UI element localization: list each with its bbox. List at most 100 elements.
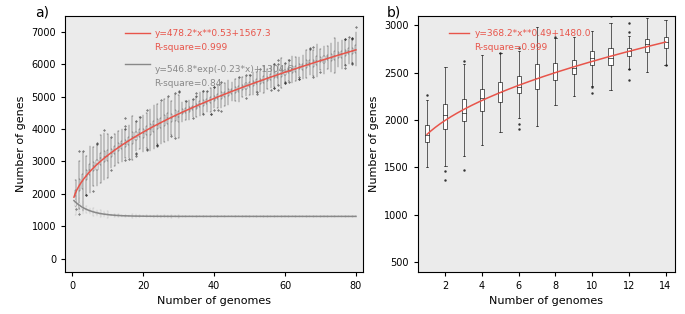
Text: b): b) bbox=[387, 5, 401, 19]
Bar bbox=[217, 94, 218, 100]
Bar bbox=[627, 48, 631, 56]
Bar bbox=[664, 37, 668, 48]
Bar bbox=[139, 129, 140, 137]
Bar bbox=[327, 55, 328, 60]
Bar bbox=[125, 215, 126, 216]
Bar bbox=[188, 107, 190, 112]
Bar bbox=[167, 113, 169, 124]
Bar bbox=[242, 85, 243, 90]
Text: R-square=0.999: R-square=0.999 bbox=[154, 43, 227, 52]
Bar bbox=[316, 57, 317, 65]
Bar bbox=[89, 164, 90, 176]
Bar bbox=[266, 77, 268, 81]
Bar bbox=[114, 146, 115, 154]
Bar bbox=[331, 54, 332, 62]
Y-axis label: Number of genes: Number of genes bbox=[369, 95, 379, 192]
Bar bbox=[274, 72, 275, 78]
Bar bbox=[313, 60, 314, 67]
Bar bbox=[196, 104, 197, 109]
Bar bbox=[299, 64, 300, 69]
Bar bbox=[295, 66, 296, 72]
Bar bbox=[210, 97, 211, 103]
Bar bbox=[150, 124, 151, 135]
Bar bbox=[111, 149, 112, 157]
Bar bbox=[142, 129, 144, 138]
Bar bbox=[516, 76, 521, 93]
Y-axis label: Number of genes: Number of genes bbox=[16, 95, 26, 192]
Bar bbox=[86, 170, 87, 180]
Bar bbox=[277, 73, 278, 78]
Bar bbox=[82, 206, 84, 209]
Text: y=546.8*exp(-0.23*x)+1304.6: y=546.8*exp(-0.23*x)+1304.6 bbox=[154, 65, 293, 74]
Bar bbox=[235, 87, 236, 93]
Bar bbox=[89, 210, 90, 212]
Text: a): a) bbox=[36, 5, 49, 19]
Bar bbox=[121, 215, 123, 216]
Bar bbox=[171, 216, 172, 217]
Text: R-square=0.84: R-square=0.84 bbox=[154, 79, 222, 88]
Bar bbox=[75, 190, 76, 196]
Bar bbox=[320, 57, 321, 62]
Bar bbox=[499, 83, 502, 102]
Bar bbox=[171, 114, 172, 122]
Bar bbox=[139, 216, 140, 217]
Bar bbox=[153, 216, 154, 217]
Bar bbox=[221, 92, 222, 99]
Bar bbox=[203, 100, 204, 106]
Bar bbox=[341, 51, 342, 58]
Bar bbox=[153, 121, 154, 132]
Bar bbox=[164, 115, 165, 126]
Bar bbox=[157, 216, 158, 217]
Bar bbox=[132, 133, 133, 143]
Bar bbox=[118, 143, 119, 151]
Bar bbox=[338, 52, 339, 58]
Bar bbox=[146, 126, 147, 135]
Bar bbox=[103, 213, 105, 215]
Text: y=478.2*x**0.53+1567.3: y=478.2*x**0.53+1567.3 bbox=[154, 29, 271, 38]
Bar bbox=[206, 99, 208, 104]
Bar bbox=[178, 216, 179, 217]
Bar bbox=[480, 89, 484, 111]
Bar bbox=[100, 213, 101, 214]
Bar bbox=[103, 150, 105, 162]
Bar bbox=[160, 216, 162, 217]
X-axis label: Number of genomes: Number of genomes bbox=[157, 296, 271, 306]
Bar bbox=[352, 48, 353, 54]
Bar bbox=[590, 51, 594, 65]
Text: R-square=0.999: R-square=0.999 bbox=[474, 43, 547, 52]
Bar bbox=[164, 216, 165, 217]
Bar bbox=[157, 119, 158, 129]
X-axis label: Number of genomes: Number of genomes bbox=[489, 296, 603, 306]
Bar bbox=[160, 118, 162, 128]
Bar bbox=[306, 60, 307, 68]
Bar bbox=[288, 68, 289, 73]
Bar bbox=[284, 70, 286, 75]
Bar bbox=[227, 89, 229, 96]
Bar bbox=[535, 64, 539, 89]
Bar bbox=[260, 78, 261, 84]
Bar bbox=[462, 99, 466, 121]
Bar bbox=[425, 125, 429, 142]
Bar bbox=[182, 109, 183, 114]
Bar bbox=[199, 101, 201, 107]
Bar bbox=[121, 141, 123, 149]
Bar bbox=[249, 82, 250, 88]
Bar bbox=[114, 215, 115, 216]
Bar bbox=[572, 60, 576, 74]
Bar bbox=[128, 137, 129, 145]
Bar bbox=[256, 79, 257, 84]
Bar bbox=[150, 216, 151, 217]
Bar bbox=[185, 108, 186, 113]
Bar bbox=[118, 215, 119, 216]
Bar bbox=[107, 150, 108, 161]
Bar bbox=[245, 84, 247, 89]
Bar bbox=[167, 216, 169, 217]
Bar bbox=[645, 39, 649, 52]
Bar bbox=[100, 153, 101, 165]
Bar bbox=[82, 174, 84, 189]
Bar bbox=[553, 63, 558, 80]
Bar bbox=[323, 56, 325, 63]
Bar bbox=[302, 64, 303, 70]
Bar bbox=[93, 161, 94, 171]
Bar bbox=[93, 211, 94, 213]
